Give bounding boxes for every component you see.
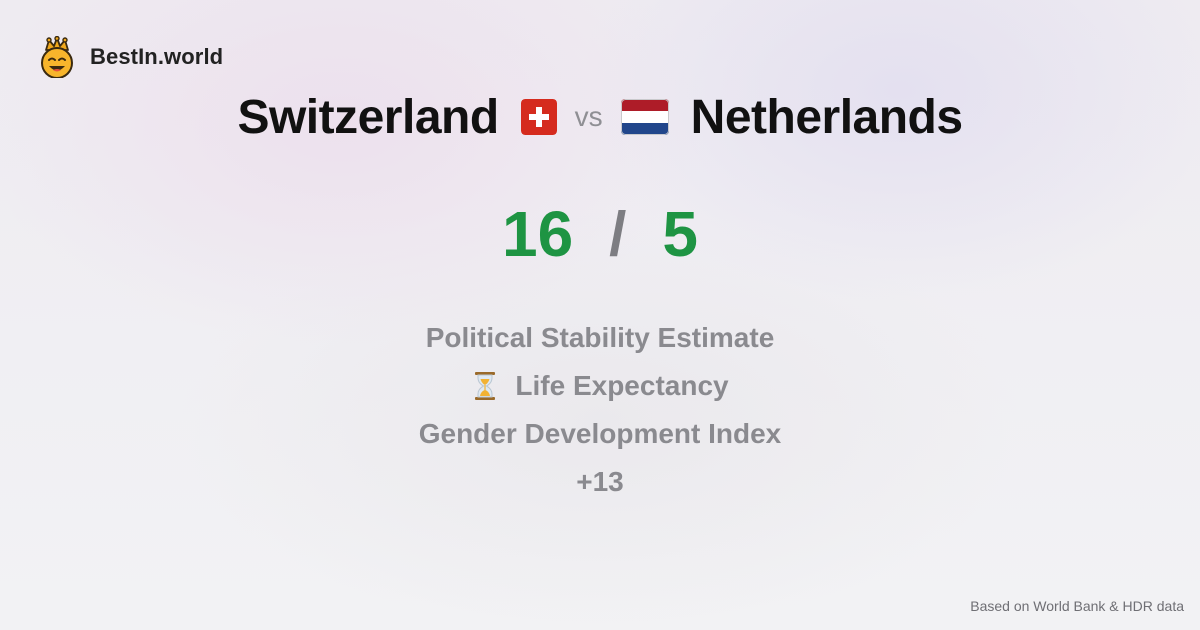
crowned-smiley-icon [41, 36, 73, 78]
netherlands-flag-icon [620, 99, 669, 135]
metric-label: Life Expectancy [515, 370, 729, 401]
data-source-note: Based on World Bank & HDR data [970, 598, 1184, 614]
metric-political-stability: Political Stability Estimate [426, 314, 775, 362]
metrics-list: Political Stability Estimate Life Expect… [0, 314, 1200, 506]
switzerland-flag-icon [520, 99, 557, 135]
hourglass-icon [475, 372, 496, 400]
score-separator: / [609, 199, 627, 269]
left-country-name[interactable]: Switzerland [237, 90, 499, 144]
comparison-title: Switzerland vs Netherlands [0, 86, 1200, 148]
left-score: 16 [501, 198, 574, 270]
score-display: 16 / 5 [0, 196, 1200, 272]
vs-label: vs [574, 101, 603, 132]
brand-name: BestIn.world [90, 44, 224, 69]
right-score: 5 [662, 198, 698, 270]
metric-label: Political Stability Estimate [425, 322, 775, 353]
metric-label: Gender Development Index [418, 418, 782, 449]
metric-label: +13 [576, 466, 624, 497]
brand-header[interactable]: BestIn.world [38, 36, 223, 78]
metric-gender-development: Gender Development Index [419, 410, 782, 458]
more-metrics-count[interactable]: +13 [576, 458, 624, 506]
right-country-name[interactable]: Netherlands [690, 90, 963, 144]
metric-life-expectancy: Life Expectancy [471, 362, 729, 410]
